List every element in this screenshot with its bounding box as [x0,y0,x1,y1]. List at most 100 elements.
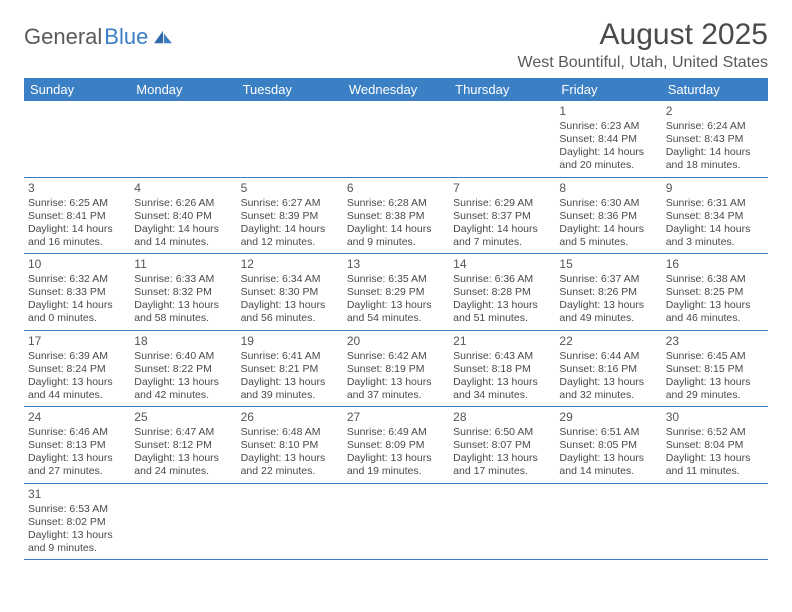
daylight-line-1: Daylight: 13 hours [28,452,126,465]
sunset-line: Sunset: 8:22 PM [134,363,232,376]
day-cell: 16Sunrise: 6:38 AMSunset: 8:25 PMDayligh… [662,254,768,330]
sunrise-line: Sunrise: 6:48 AM [241,426,339,439]
sunset-line: Sunset: 8:29 PM [347,286,445,299]
daylight-line-1: Daylight: 13 hours [666,452,764,465]
sunrise-line: Sunrise: 6:45 AM [666,350,764,363]
daylight-line-1: Daylight: 13 hours [134,299,232,312]
day-cell: 5Sunrise: 6:27 AMSunset: 8:39 PMDaylight… [237,178,343,254]
daylight-line-1: Daylight: 13 hours [241,452,339,465]
sunset-line: Sunset: 8:39 PM [241,210,339,223]
daylight-line-2: and 9 minutes. [28,542,126,555]
sunset-line: Sunset: 8:04 PM [666,439,764,452]
day-number: 7 [453,181,551,196]
sunset-line: Sunset: 8:05 PM [559,439,657,452]
sunset-line: Sunset: 8:07 PM [453,439,551,452]
sunrise-line: Sunrise: 6:43 AM [453,350,551,363]
daylight-line-1: Daylight: 13 hours [453,299,551,312]
sunrise-line: Sunrise: 6:36 AM [453,273,551,286]
sunset-line: Sunset: 8:30 PM [241,286,339,299]
logo-text-blue: Blue [104,24,148,50]
sunset-line: Sunset: 8:40 PM [134,210,232,223]
calendar-body: 1Sunrise: 6:23 AMSunset: 8:44 PMDaylight… [24,101,768,560]
sunrise-line: Sunrise: 6:23 AM [559,120,657,133]
day-cell: 24Sunrise: 6:46 AMSunset: 8:13 PMDayligh… [24,407,130,483]
daylight-line-2: and 56 minutes. [241,312,339,325]
day-header-cell: Monday [130,78,236,101]
daylight-line-1: Daylight: 13 hours [134,376,232,389]
daylight-line-2: and 14 minutes. [559,465,657,478]
sunrise-line: Sunrise: 6:28 AM [347,197,445,210]
day-header-row: SundayMondayTuesdayWednesdayThursdayFrid… [24,78,768,101]
sunset-line: Sunset: 8:18 PM [453,363,551,376]
day-number: 21 [453,334,551,349]
week-row: 3Sunrise: 6:25 AMSunset: 8:41 PMDaylight… [24,178,768,255]
day-number: 14 [453,257,551,272]
daylight-line-1: Daylight: 13 hours [666,376,764,389]
day-number: 31 [28,487,126,502]
sunrise-line: Sunrise: 6:44 AM [559,350,657,363]
daylight-line-1: Daylight: 14 hours [28,299,126,312]
day-cell: 3Sunrise: 6:25 AMSunset: 8:41 PMDaylight… [24,178,130,254]
sunrise-line: Sunrise: 6:25 AM [28,197,126,210]
day-number: 3 [28,181,126,196]
day-header-cell: Saturday [662,78,768,101]
daylight-line-2: and 18 minutes. [666,159,764,172]
day-number: 5 [241,181,339,196]
day-header-cell: Sunday [24,78,130,101]
day-number: 6 [347,181,445,196]
daylight-line-2: and 14 minutes. [134,236,232,249]
sunrise-line: Sunrise: 6:40 AM [134,350,232,363]
daylight-line-2: and 27 minutes. [28,465,126,478]
day-number: 28 [453,410,551,425]
sunset-line: Sunset: 8:25 PM [666,286,764,299]
daylight-line-2: and 46 minutes. [666,312,764,325]
day-number: 13 [347,257,445,272]
sunset-line: Sunset: 8:37 PM [453,210,551,223]
day-number: 30 [666,410,764,425]
day-header-cell: Friday [555,78,661,101]
day-cell: 17Sunrise: 6:39 AMSunset: 8:24 PMDayligh… [24,331,130,407]
sunset-line: Sunset: 8:36 PM [559,210,657,223]
logo: General Blue [24,24,174,50]
day-cell: 30Sunrise: 6:52 AMSunset: 8:04 PMDayligh… [662,407,768,483]
sunset-line: Sunset: 8:33 PM [28,286,126,299]
daylight-line-2: and 58 minutes. [134,312,232,325]
daylight-line-2: and 49 minutes. [559,312,657,325]
sunrise-line: Sunrise: 6:34 AM [241,273,339,286]
sunset-line: Sunset: 8:02 PM [28,516,126,529]
sunset-line: Sunset: 8:19 PM [347,363,445,376]
sunset-line: Sunset: 8:21 PM [241,363,339,376]
empty-cell [449,484,555,560]
daylight-line-2: and 29 minutes. [666,389,764,402]
daylight-line-2: and 32 minutes. [559,389,657,402]
empty-cell [237,484,343,560]
sunset-line: Sunset: 8:10 PM [241,439,339,452]
day-number: 23 [666,334,764,349]
daylight-line-2: and 54 minutes. [347,312,445,325]
daylight-line-1: Daylight: 13 hours [559,452,657,465]
sunrise-line: Sunrise: 6:49 AM [347,426,445,439]
location-text: West Bountiful, Utah, United States [518,54,769,72]
sunrise-line: Sunrise: 6:53 AM [28,503,126,516]
daylight-line-1: Daylight: 14 hours [453,223,551,236]
daylight-line-1: Daylight: 14 hours [241,223,339,236]
day-cell: 7Sunrise: 6:29 AMSunset: 8:37 PMDaylight… [449,178,555,254]
sunset-line: Sunset: 8:12 PM [134,439,232,452]
daylight-line-1: Daylight: 14 hours [666,146,764,159]
title-block: August 2025 West Bountiful, Utah, United… [518,18,769,72]
day-number: 24 [28,410,126,425]
header: General Blue August 2025 West Bountiful,… [24,18,768,72]
sunset-line: Sunset: 8:32 PM [134,286,232,299]
day-header-cell: Wednesday [343,78,449,101]
day-cell: 1Sunrise: 6:23 AMSunset: 8:44 PMDaylight… [555,101,661,177]
sunrise-line: Sunrise: 6:38 AM [666,273,764,286]
week-row: 1Sunrise: 6:23 AMSunset: 8:44 PMDaylight… [24,101,768,178]
empty-cell [343,101,449,177]
sunrise-line: Sunrise: 6:42 AM [347,350,445,363]
sunrise-line: Sunrise: 6:37 AM [559,273,657,286]
empty-cell [555,484,661,560]
day-cell: 19Sunrise: 6:41 AMSunset: 8:21 PMDayligh… [237,331,343,407]
sunset-line: Sunset: 8:34 PM [666,210,764,223]
empty-cell [662,484,768,560]
sunrise-line: Sunrise: 6:41 AM [241,350,339,363]
